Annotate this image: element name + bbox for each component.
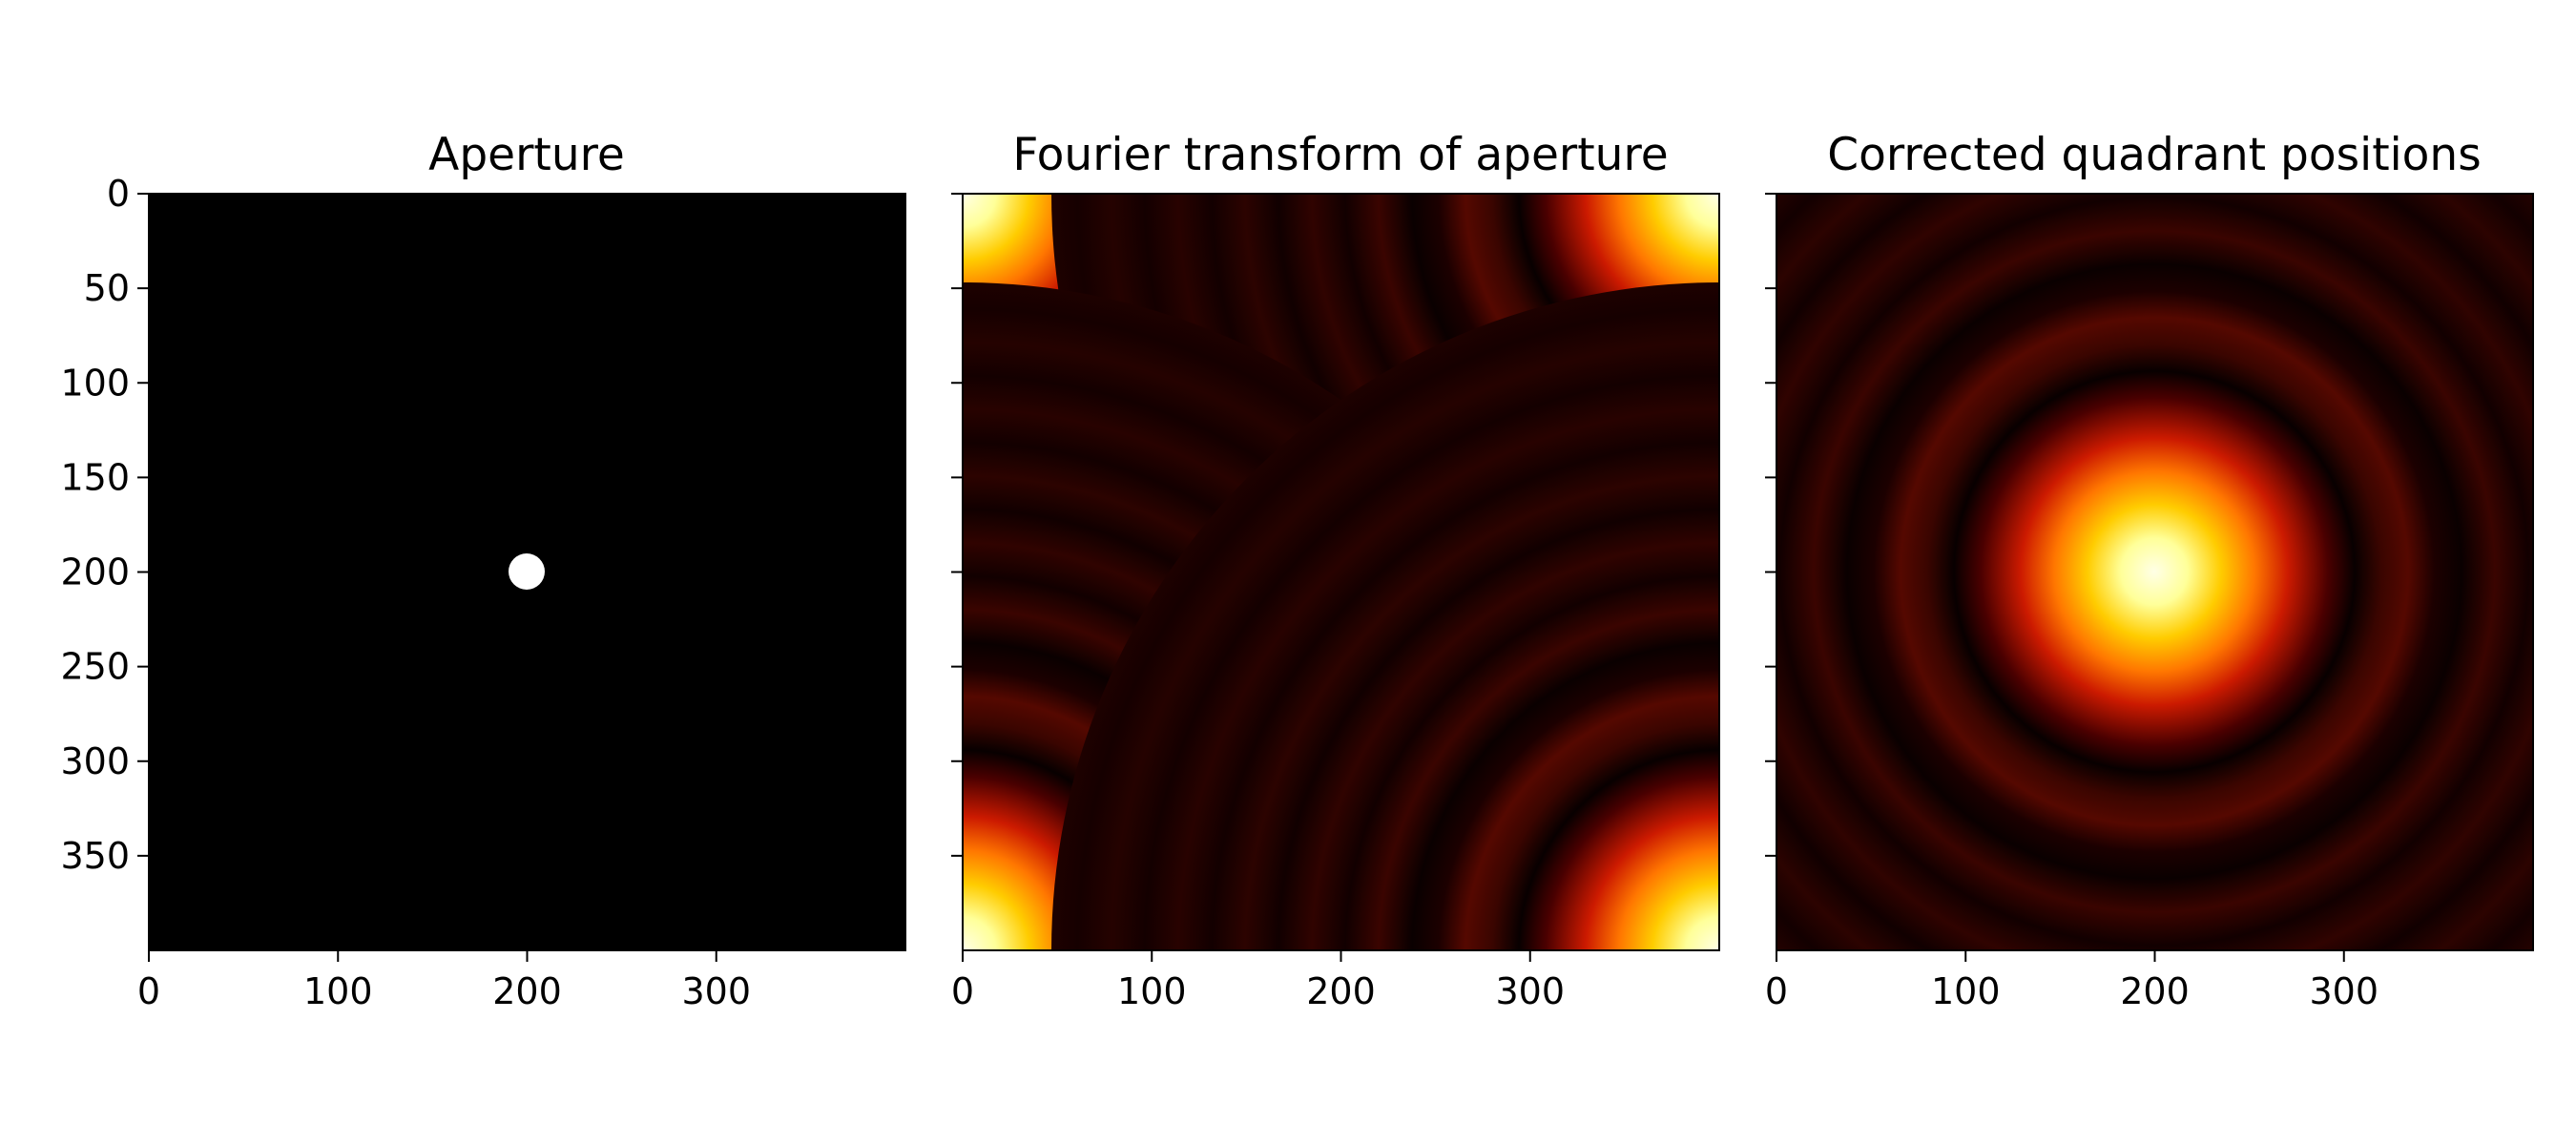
y-tick-label: 200	[60, 552, 130, 593]
y-tick-label: 250	[60, 646, 130, 688]
y-tick-label: 50	[84, 267, 130, 309]
aperture-disk	[509, 553, 545, 590]
x-tick-label: 300	[681, 970, 751, 1012]
x-tick-label: 100	[1931, 970, 2001, 1012]
x-tick-label: 200	[2120, 970, 2190, 1012]
x-tick-label: 300	[2309, 970, 2379, 1012]
panel-fourier-transform: Fourier transform of aperture 0 100 200 300	[951, 129, 1720, 1012]
x-tick-label: 0	[137, 970, 160, 1012]
y-tick-label: 150	[60, 456, 130, 498]
x-tick-label: 100	[1117, 970, 1187, 1012]
fourier-peaks	[963, 194, 1719, 950]
x-tick-label: 200	[1306, 970, 1376, 1012]
panel-corrected-quadrants: Corrected quadrant positions 0 100 200 300	[1765, 129, 2534, 1012]
x-tick-label: 0	[951, 970, 974, 1012]
y-tick-label: 100	[60, 362, 130, 404]
y-tick-label: 300	[60, 740, 130, 782]
y-tick-label: 0	[107, 173, 130, 215]
y-tick-label: 350	[60, 835, 130, 877]
panel-aperture: Aperture 0 100 200 300 0 50 100 150 200 250 300 350	[60, 129, 906, 1012]
corrected-peak	[1776, 194, 2533, 950]
panel-title-aperture: Aperture	[428, 129, 625, 181]
fourier-peak-bottom-right	[1051, 282, 1719, 950]
x-tick-label: 100	[303, 970, 373, 1012]
panel-title-fourier-transform: Fourier transform of aperture	[1012, 129, 1668, 181]
ticks-corrected: 0 100 200 300	[1765, 193, 2379, 1012]
x-tick-label: 0	[1765, 970, 1788, 1012]
ticks-fourier: 0 100 200 300	[951, 193, 1565, 1012]
x-tick-label: 200	[492, 970, 562, 1012]
x-tick-label: 300	[1495, 970, 1565, 1012]
ticks-aperture: 0 100 200 300 0 50 100 150 200 250 300 350	[60, 173, 751, 1012]
corrected-peak-center	[1776, 194, 2533, 950]
panel-title-corrected-quadrants: Corrected quadrant positions	[1827, 129, 2481, 181]
